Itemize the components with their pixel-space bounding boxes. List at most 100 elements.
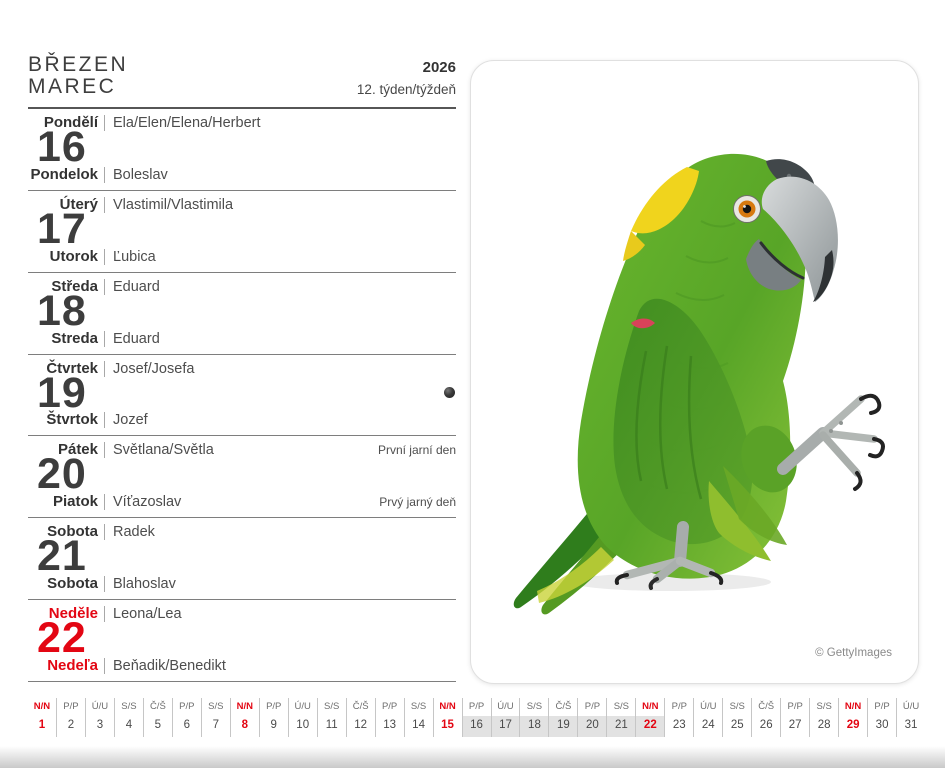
week-days-panel: Pondělí Ela/Elen/Elena/Herbert 16 Pondel… bbox=[28, 107, 456, 683]
day-number: 18 bbox=[37, 286, 87, 335]
mini-day-abbr: Ú/U bbox=[902, 701, 920, 712]
mini-day-number: 2 bbox=[67, 719, 75, 731]
day-row-wednesday: Středa Eduard 18 Streda Eduard bbox=[28, 273, 456, 355]
mini-day-abbr: P/P bbox=[381, 701, 398, 712]
mini-day-number: 5 bbox=[154, 719, 162, 731]
mini-day-number: 20 bbox=[578, 716, 607, 737]
mini-day-24: Ú/U 24 bbox=[694, 698, 724, 737]
slovak-day-name: Piatok bbox=[52, 493, 98, 511]
slovak-day-name: Štvrtok bbox=[46, 411, 98, 429]
slovak-day-name: Pondelok bbox=[30, 165, 98, 183]
mini-day-18: S/S 18 bbox=[520, 698, 550, 737]
calendar-header: BŘEZEN MAREC 2026 12. týden/týždeň bbox=[28, 54, 456, 107]
mini-day-abbr: S/S bbox=[729, 701, 745, 712]
mini-day-abbr: P/P bbox=[874, 701, 890, 712]
czech-name-days: Leona/Lea bbox=[104, 606, 182, 623]
czech-name-days: Josef/Josefa bbox=[104, 360, 194, 377]
mini-day-abbr: S/S bbox=[816, 701, 832, 712]
mini-day-15: N/N 15 bbox=[434, 698, 463, 737]
mini-day-4: S/S 4 bbox=[115, 698, 144, 737]
mini-day-number: 21 bbox=[607, 716, 636, 737]
day-number: 20 bbox=[37, 450, 87, 499]
mini-day-5: Č/Š 5 bbox=[144, 698, 173, 737]
mini-day-abbr: Ú/U bbox=[294, 701, 311, 712]
czech-line: Čtvrtek Josef/Josefa bbox=[28, 360, 456, 377]
mini-day-abbr: P/P bbox=[179, 701, 195, 712]
czech-line: Pondělí Ela/Elen/Elena/Herbert bbox=[28, 114, 456, 131]
mini-day-abbr: S/S bbox=[208, 701, 224, 712]
slovak-name-days: Ľubica bbox=[104, 248, 156, 265]
mini-day-abbr: S/S bbox=[410, 701, 427, 712]
mini-day-25: S/S 25 bbox=[723, 698, 753, 737]
mini-day-11: S/S 11 bbox=[318, 698, 347, 737]
month-title: BŘEZEN MAREC bbox=[28, 54, 128, 107]
mini-day-14: S/S 14 bbox=[405, 698, 434, 737]
mini-day-abbr: Č/Š bbox=[758, 701, 775, 712]
slovak-line: Utorok Ľubica bbox=[28, 248, 456, 265]
new-moon-icon bbox=[444, 386, 455, 398]
slovak-day-name: Nedeľa bbox=[47, 657, 98, 675]
slovak-line: Streda Eduard bbox=[28, 330, 456, 347]
day-row-saturday: Sobota Radek 21 Sobota Blahoslav bbox=[28, 518, 456, 601]
mini-day-number: 27 bbox=[788, 719, 802, 731]
mini-day-number: 24 bbox=[701, 719, 715, 731]
mini-day-number: 1 bbox=[38, 719, 46, 731]
mini-day-3: Ú/U 3 bbox=[86, 698, 115, 737]
slovak-note: Prvý jarný deň bbox=[379, 495, 456, 510]
mini-calendar: N/N 1 P/P 2 Ú/U 3 S/S 4 Č/Š 5 P/P 6 S/S 7 N/N 8 P/P 9 Ú/U 1… bbox=[28, 698, 925, 737]
slovak-day-name: Utorok bbox=[49, 247, 98, 265]
mini-day-number: 6 bbox=[183, 719, 191, 731]
mini-day-abbr: Ú/U bbox=[497, 701, 514, 712]
mini-day-number: 3 bbox=[96, 719, 104, 731]
mini-day-number: 17 bbox=[491, 716, 520, 737]
mini-day-number: 9 bbox=[270, 719, 277, 731]
mini-day-6: P/P 6 bbox=[173, 698, 202, 737]
mini-day-number: 14 bbox=[412, 719, 425, 731]
czech-day-name: Středa bbox=[51, 277, 98, 295]
mini-day-10: Ú/U 10 bbox=[289, 698, 318, 737]
mini-day-abbr: P/P bbox=[787, 701, 803, 712]
czech-day-name: Pondělí bbox=[43, 114, 98, 131]
mini-day-abbr: N/N bbox=[33, 701, 51, 712]
czech-line: Neděle Leona/Lea bbox=[28, 605, 456, 623]
czech-note: První jarní den bbox=[377, 443, 456, 458]
photo-card: © GettyImages bbox=[470, 60, 919, 684]
mini-day-number: 8 bbox=[241, 719, 248, 731]
slovak-name-days: Eduard bbox=[104, 330, 160, 347]
czech-day-name: Sobota bbox=[47, 523, 98, 541]
slovak-line: Sobota Blahoslav bbox=[28, 575, 456, 593]
mini-day-abbr: Č/Š bbox=[149, 701, 166, 712]
mini-day-8: N/N 8 bbox=[231, 698, 260, 737]
czech-line: Pátek Světlana/Světla První jarní den bbox=[28, 441, 456, 459]
mini-day-number: 29 bbox=[846, 719, 860, 731]
slovak-line: Piatok Víťazoslav Prvý jarný deň bbox=[28, 493, 456, 511]
mini-day-number: 13 bbox=[383, 719, 396, 731]
mini-day-27: P/P 27 bbox=[781, 698, 811, 737]
czech-day-name: Úterý bbox=[59, 195, 98, 213]
slovak-name-days: Blahoslav bbox=[104, 576, 176, 593]
slovak-day-name: Streda bbox=[51, 329, 98, 347]
mini-day-number: 18 bbox=[520, 716, 549, 737]
day-number: 17 bbox=[37, 204, 87, 253]
mini-day-7: S/S 7 bbox=[202, 698, 231, 737]
slovak-line: Štvrtok Jozef bbox=[28, 411, 456, 429]
mini-day-19: Č/Š 19 bbox=[549, 698, 579, 737]
mini-day-29: N/N 29 bbox=[839, 698, 869, 737]
page-bottom-shade bbox=[0, 746, 945, 768]
mini-day-abbr: Ú/U bbox=[700, 701, 717, 712]
day-number: 22 bbox=[37, 614, 87, 663]
mini-day-number: 25 bbox=[730, 719, 744, 731]
slovak-day-name: Sobota bbox=[47, 575, 98, 593]
czech-line: Středa Eduard bbox=[28, 278, 456, 295]
mini-day-number: 16 bbox=[462, 716, 491, 737]
day-number: 21 bbox=[37, 532, 87, 581]
mini-day-26: Č/Š 26 bbox=[752, 698, 782, 737]
mini-day-abbr: P/P bbox=[63, 701, 79, 712]
mini-day-number: 15 bbox=[441, 719, 454, 731]
mini-day-number: 23 bbox=[672, 719, 686, 731]
mini-day-abbr: Č/Š bbox=[352, 701, 369, 712]
czech-name-days: Ela/Elen/Elena/Herbert bbox=[104, 115, 261, 131]
mini-day-number: 22 bbox=[636, 716, 665, 737]
czech-line: Sobota Radek bbox=[28, 523, 456, 541]
czech-name-days: Radek bbox=[104, 524, 155, 541]
